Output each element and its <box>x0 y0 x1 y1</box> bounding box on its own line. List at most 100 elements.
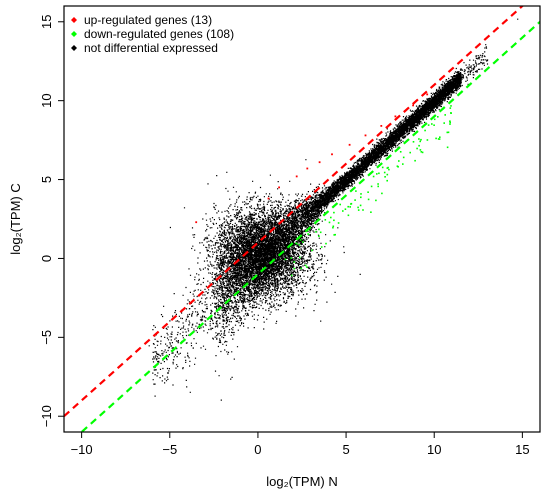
legend-label: up-regulated genes (13) <box>84 13 212 27</box>
down-regulated-point <box>419 140 421 143</box>
down-regulated-point <box>419 149 422 151</box>
down-regulated-point <box>337 222 340 224</box>
up-regulated-point <box>318 161 321 164</box>
series-up-regulated <box>195 93 429 224</box>
up-regulated-point <box>306 167 309 170</box>
series-down-regulated <box>284 105 452 277</box>
legend-label: not differential expressed <box>84 41 218 55</box>
y-tick-label: 15 <box>39 15 54 29</box>
down-regulated-point <box>332 225 335 228</box>
down-regulated-point <box>360 193 362 195</box>
up-regulated-point <box>348 143 351 146</box>
down-regulated-point <box>318 228 320 231</box>
down-regulated-point <box>418 144 420 147</box>
down-regulated-point <box>307 233 309 235</box>
x-tick-label: 10 <box>427 442 441 457</box>
down-regulated-point <box>302 241 304 243</box>
down-regulated-point <box>424 129 426 132</box>
down-regulated-point <box>414 159 416 162</box>
down-regulated-point <box>420 138 422 141</box>
plot-border <box>63 5 541 433</box>
down-regulated-point <box>350 203 352 205</box>
down-regulated-point <box>298 244 301 246</box>
down-regulated-point <box>357 206 359 209</box>
up-regulated-point <box>331 153 333 156</box>
down-regulated-point <box>370 185 373 188</box>
down-regulated-point <box>367 198 370 201</box>
down-regulated-point <box>333 211 335 214</box>
down-regulated-point <box>443 122 445 124</box>
down-regulated-point <box>334 233 336 236</box>
up-regulated-point <box>364 134 367 137</box>
y-axis: −10 −5 0 5 10 15 <box>39 15 64 427</box>
down-regulated-point <box>438 138 441 140</box>
down-regulated-point <box>450 112 452 114</box>
x-tick-label: 5 <box>342 442 349 457</box>
down-regulated-point <box>324 219 327 221</box>
x-tick-label: −10 <box>71 442 93 457</box>
down-regulated-point <box>402 156 405 159</box>
down-regulated-point <box>315 231 317 233</box>
y-tick-label: 5 <box>39 176 54 183</box>
down-regulated-point <box>347 214 350 217</box>
down-regulated-point <box>444 114 446 116</box>
x-axis: −10 −5 0 5 10 15 <box>71 432 530 457</box>
down-regulated-point <box>290 274 293 277</box>
down-regulated-point <box>427 124 430 126</box>
down-regulated-point <box>381 166 384 169</box>
not-differential-points <box>148 18 519 401</box>
y-tick-label: −10 <box>39 405 54 427</box>
up-regulated-point <box>195 221 198 224</box>
down-regulated-point <box>384 176 386 178</box>
down-regulated-point <box>304 264 307 267</box>
down-regulated-point <box>381 192 383 195</box>
legend-marker <box>71 45 77 51</box>
down-regulated-point <box>299 256 301 259</box>
down-regulated-point <box>412 141 415 143</box>
down-regulated-point <box>332 226 334 229</box>
down-regulated-point <box>319 231 322 234</box>
x-axis-label: log₂(TPM) N <box>266 474 338 489</box>
down-regulated-point <box>435 137 437 140</box>
down-regulated-point <box>426 139 429 141</box>
down-regulated-point <box>449 123 451 125</box>
down-regulated-point <box>387 166 389 169</box>
down-regulated-point <box>293 261 296 263</box>
y-tick-label: 10 <box>39 93 54 107</box>
up-regulated-point <box>278 186 280 189</box>
down-regulated-point <box>386 179 388 182</box>
down-regulated-point <box>378 172 380 175</box>
down-regulated-point <box>439 136 441 138</box>
down-regulated-point <box>396 165 399 167</box>
down-regulated-point <box>306 266 308 268</box>
down-regulated-point <box>349 206 351 208</box>
legend-marker <box>71 17 77 23</box>
down-regulated-point <box>399 151 402 153</box>
down-regulated-point <box>446 131 449 134</box>
y-tick-label: 0 <box>39 255 54 262</box>
down-regulated-point <box>376 173 378 175</box>
down-regulated-point <box>299 239 302 241</box>
down-regulated-point <box>355 190 357 192</box>
down-regulated-point <box>447 131 450 134</box>
down-regulated-point <box>386 173 389 176</box>
up-regulated-point <box>267 197 270 200</box>
down-regulated-point <box>402 163 404 165</box>
down-regulated-point <box>318 235 320 237</box>
up-regulated-point <box>412 104 414 107</box>
up-regulated-point <box>380 125 383 127</box>
down-regulated-point <box>290 257 292 259</box>
down-regulated-point <box>377 183 379 185</box>
x-tick-label: 0 <box>254 442 261 457</box>
down-regulated-point <box>437 116 439 118</box>
down-regulated-point <box>284 258 287 261</box>
down-regulated-point <box>398 160 400 162</box>
up-regulated-point <box>394 115 397 118</box>
down-regulated-point <box>367 191 369 193</box>
down-regulated-point <box>421 151 424 154</box>
down-regulated-point <box>360 196 362 199</box>
up-regulated-point <box>295 175 298 178</box>
down-regulated-point <box>433 118 436 121</box>
down-regulated-point <box>433 124 435 126</box>
